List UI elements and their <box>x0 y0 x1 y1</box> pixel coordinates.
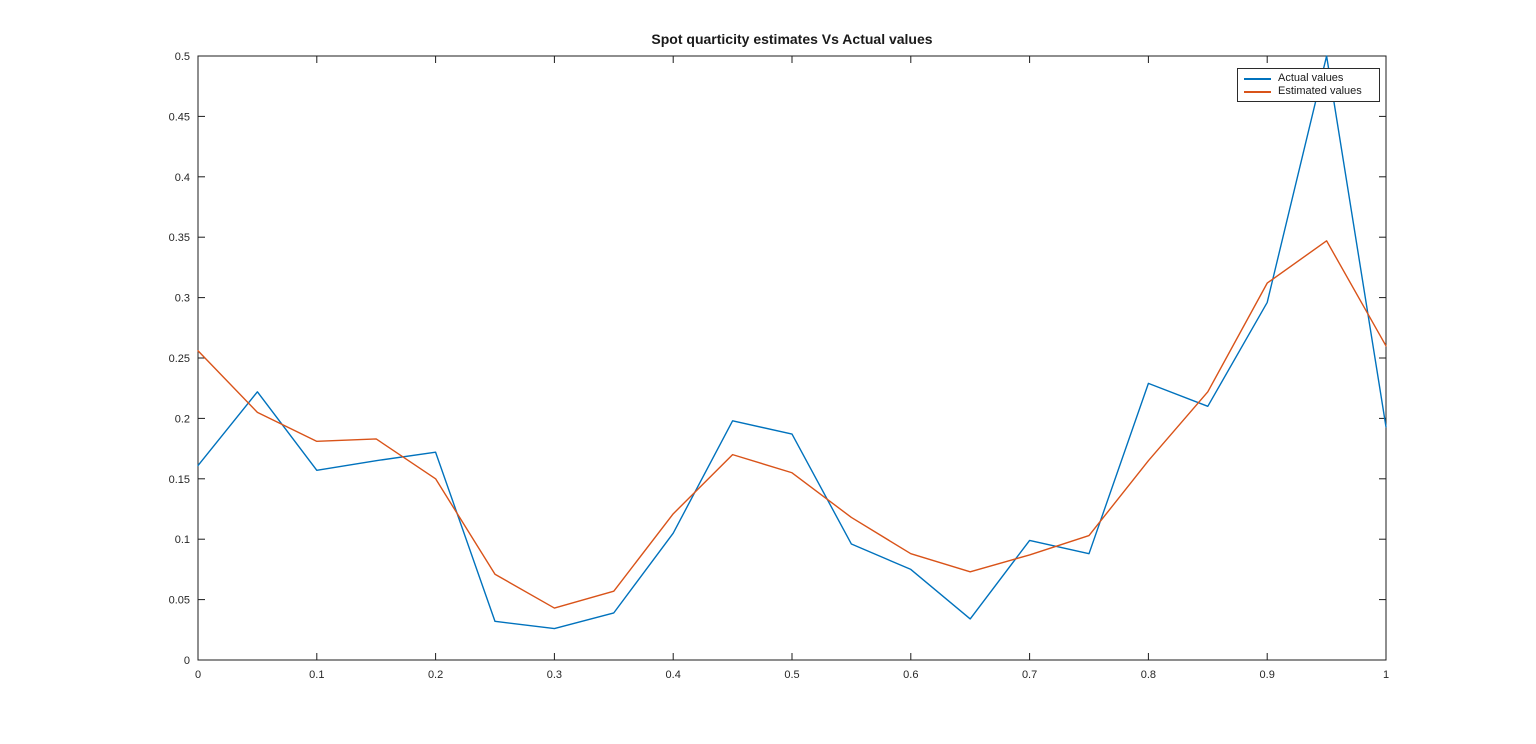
x-axis-tick-label: 0.4 <box>666 669 681 681</box>
y-axis-tick-label: 0.2 <box>175 413 190 425</box>
x-axis-tick-label: 0.2 <box>428 669 443 681</box>
y-axis-tick-label: 0.3 <box>175 293 190 305</box>
legend: Actual values Estimated values <box>1237 68 1380 102</box>
plot-frame <box>197 55 1387 661</box>
x-axis-tick-label: 0.5 <box>784 669 799 681</box>
y-axis-tick-label: 0.4 <box>175 172 190 184</box>
legend-line-swatch-estimated <box>1244 90 1271 93</box>
x-axis-tick-label: 0 <box>195 669 201 681</box>
chart-title: Spot quarticity estimates Vs Actual valu… <box>651 31 933 47</box>
y-axis-tick-label: 0.35 <box>169 232 190 244</box>
axis-ticks <box>197 55 1387 661</box>
actual-values-line <box>197 55 1387 630</box>
x-axis-tick-label: 0.3 <box>547 669 562 681</box>
x-axis-tick-label: 1 <box>1383 669 1389 681</box>
legend-label-actual: Actual values <box>1278 72 1344 84</box>
x-axis-tick-label: 0.9 <box>1260 669 1275 681</box>
x-axis-tick-label: 0.7 <box>1022 669 1037 681</box>
y-axis-tick-label: 0.15 <box>169 474 190 486</box>
legend-label-estimated: Estimated values <box>1278 85 1362 97</box>
legend-line-swatch-actual <box>1244 77 1271 80</box>
axis-tick-labels: 0 0.1 0.2 0.3 0.4 0.5 0.6 0.7 0.8 0.9 1 0 0.05 0.1 0.1… <box>169 51 1389 681</box>
y-axis-tick-label: 0.05 <box>169 595 190 607</box>
y-axis-tick-label: 0 <box>184 655 190 667</box>
series-lines <box>197 55 1387 630</box>
legend-item-actual-values: Actual values <box>1244 72 1374 85</box>
axes-frame <box>197 55 1387 661</box>
x-axis-tick-label: 0.6 <box>903 669 918 681</box>
x-axis-tick-label: 0.1 <box>309 669 324 681</box>
y-axis-tick-label: 0.45 <box>169 111 190 123</box>
estimated-values-line <box>197 240 1387 609</box>
x-axis-tick-label: 0.8 <box>1141 669 1156 681</box>
legend-item-estimated-values: Estimated values <box>1244 85 1374 98</box>
y-axis-tick-label: 0.25 <box>169 353 190 365</box>
y-axis-tick-label: 0.5 <box>175 51 190 63</box>
y-axis-tick-label: 0.1 <box>175 534 190 546</box>
